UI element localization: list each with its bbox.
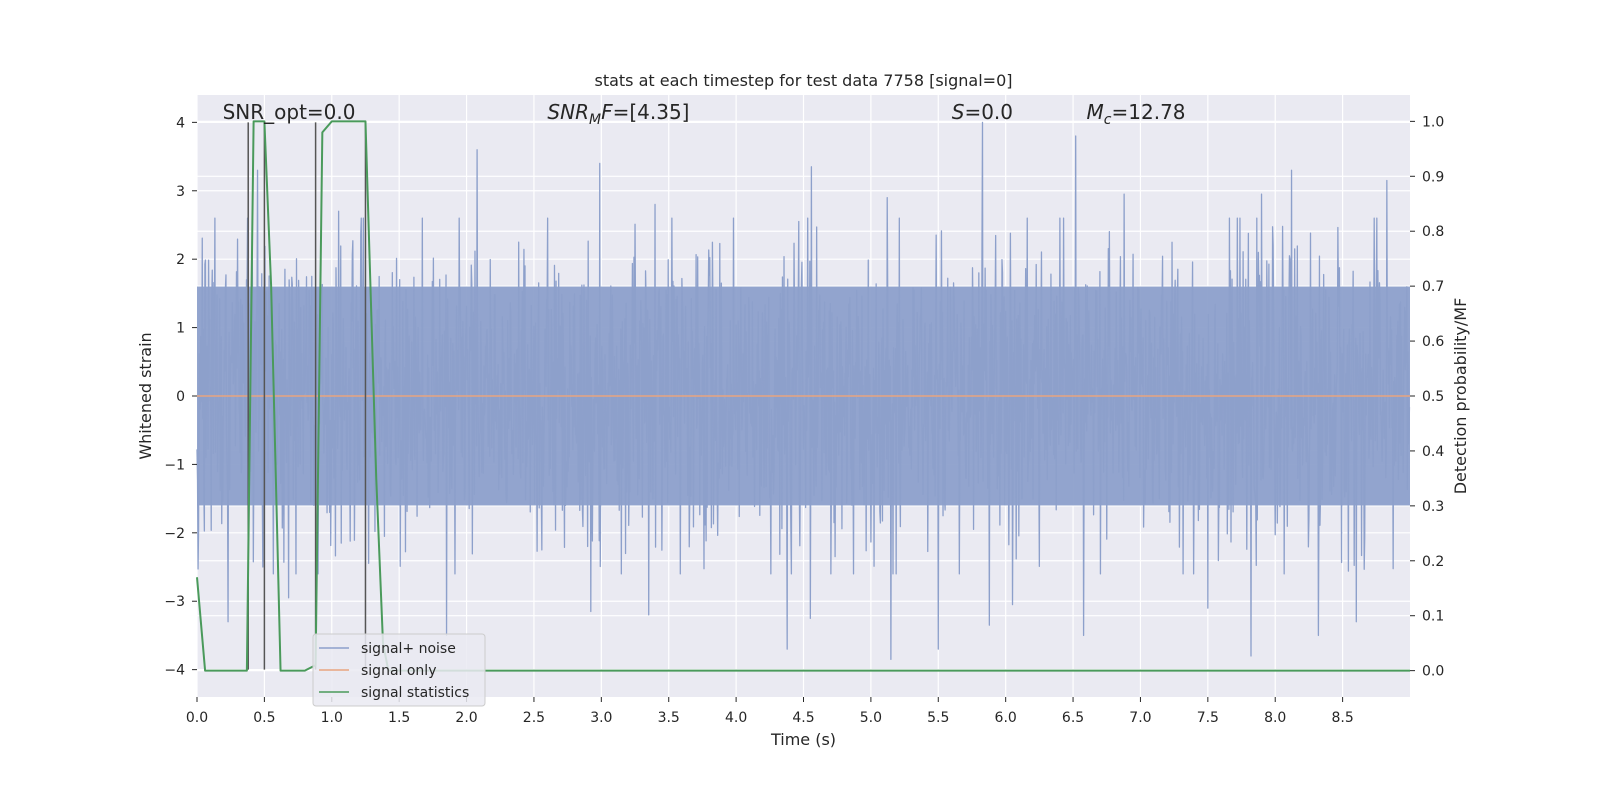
y-tick-label: 1 [176, 321, 185, 337]
legend-box [312, 633, 486, 707]
x-tick-label: 4.0 [725, 710, 747, 726]
x-axis-label: Time (s) [770, 730, 836, 749]
x-tick-label: 5.0 [860, 710, 882, 726]
y-tick-label: −1 [164, 457, 185, 473]
y2-tick-label: 0.5 [1422, 389, 1444, 405]
chart-title: stats at each timestep for test data 775… [594, 71, 1012, 90]
y-tick-label: −4 [164, 663, 185, 679]
signal-statistics-line [196, 120, 1410, 672]
x-tick-label: 8.5 [1331, 710, 1353, 726]
x-tick-label: 2.5 [523, 710, 545, 726]
noise-line [196, 121, 1411, 661]
x-tick-label: 6.0 [995, 710, 1017, 726]
y-tick-label: −2 [164, 526, 185, 542]
annotation-3: Mc=12.78 [1087, 100, 1186, 128]
y2-tick-label: 0.3 [1422, 499, 1444, 515]
y2-axis-label: Detection probability/MF [1451, 298, 1470, 495]
y-axis-label: Whitened strain [136, 332, 155, 459]
y-tick-label: 2 [176, 252, 185, 268]
y-tick-label: 4 [176, 115, 185, 131]
legend: signal+ noise signal only signal statist… [312, 633, 486, 707]
x-tick-label: 3.0 [590, 710, 612, 726]
x-tick-label: 1.5 [388, 710, 410, 726]
annotation-2: S=0.0 [952, 100, 1013, 124]
x-tick-label: 1.0 [321, 710, 343, 726]
y-tick-label: 0 [176, 389, 185, 405]
x-tick-label: 2.0 [455, 710, 477, 726]
legend-entry-signal-only: signal only [361, 663, 436, 679]
x-axis-ticks: 0.0 0.5 1.0 1.5 2.0 2.5 3.0 3.5 4.0 4.5 5.0 5.5 6.0 6… [186, 697, 1354, 726]
y-axis-ticks: −4 −3 −2 −1 0 1 2 3 4 [164, 115, 197, 679]
y2-tick-label: 1.0 [1422, 114, 1444, 130]
x-tick-label: 5.5 [927, 710, 949, 726]
legend-entry-signal-noise: signal+ noise [361, 641, 456, 657]
y-tick-label: −3 [164, 594, 185, 610]
annotations: SNR_opt=0.0 SNRMF=[4.35] S=0.0 Mc=12.78 [223, 100, 1186, 128]
y2-tick-label: 0.8 [1422, 224, 1444, 240]
y2-axis-ticks: 0.0 0.1 0.2 0.3 0.4 0.5 0.6 0.7 0.8 0.9 1.0 [1410, 114, 1444, 680]
y2-tick-label: 0.9 [1422, 169, 1444, 185]
y2-tick-label: 0.7 [1422, 279, 1444, 295]
y2-tick-label: 0.1 [1422, 609, 1444, 625]
y2-tick-label: 0.4 [1422, 444, 1444, 460]
annotation-0: SNR_opt=0.0 [223, 100, 356, 124]
x-tick-label: 7.5 [1197, 710, 1219, 726]
series-signal-statistics [196, 120, 1410, 672]
x-tick-label: 6.5 [1062, 710, 1084, 726]
y-tick-label: 3 [176, 184, 185, 200]
legend-entry-signal-statistics: signal statistics [361, 685, 469, 701]
annotation-1: SNRMF=[4.35] [547, 100, 689, 128]
y2-tick-label: 0.6 [1422, 334, 1444, 350]
x-tick-label: 7.0 [1129, 710, 1151, 726]
x-tick-label: 4.5 [792, 710, 814, 726]
x-tick-label: 0.5 [253, 710, 275, 726]
y2-tick-label: 0.2 [1422, 554, 1444, 570]
x-tick-label: 0.0 [186, 710, 208, 726]
y2-tick-label: 0.0 [1422, 664, 1444, 680]
x-tick-label: 3.5 [658, 710, 680, 726]
x-tick-label: 8.0 [1264, 710, 1286, 726]
